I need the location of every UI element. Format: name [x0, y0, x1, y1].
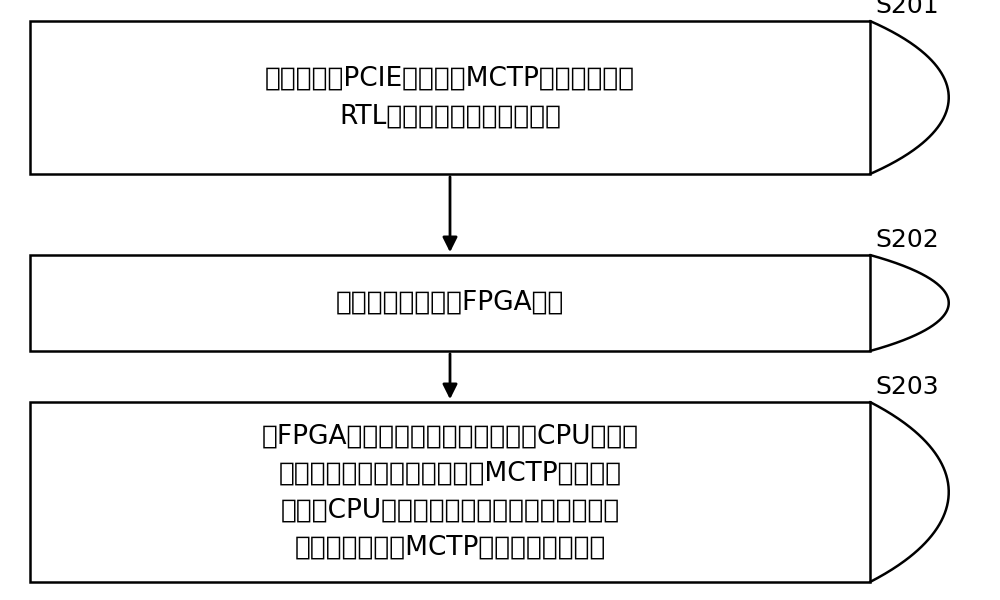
Text: S201: S201: [875, 0, 939, 18]
Bar: [30, 255, 870, 351]
Text: RTL代码经编译生成执行文件: RTL代码经编译生成执行文件: [339, 103, 561, 129]
Text: 将执行文件移植至FPGA芯片: 将执行文件移植至FPGA芯片: [336, 290, 564, 316]
Text: 由FPGA芯片运行执行文件以创建出CPU、芯片: 由FPGA芯片运行执行文件以创建出CPU、芯片: [261, 423, 639, 449]
Bar: [30, 402, 870, 582]
Text: 、内存控制器和MCTP协议处理模块连接: 、内存控制器和MCTP协议处理模块连接: [294, 535, 606, 561]
Bar: [30, 21, 870, 174]
Text: 内部互联总线、内存控制器和MCTP协议处理: 内部互联总线、内存控制器和MCTP协议处理: [278, 460, 622, 487]
Text: S202: S202: [875, 228, 939, 252]
Text: 将用于基于PCIE总线实现MCTP协议的待验证: 将用于基于PCIE总线实现MCTP协议的待验证: [265, 66, 635, 92]
Text: 模块，CPU通过芯片内部互联总线分别与内存: 模块，CPU通过芯片内部互联总线分别与内存: [280, 497, 620, 524]
Text: S203: S203: [875, 375, 939, 399]
